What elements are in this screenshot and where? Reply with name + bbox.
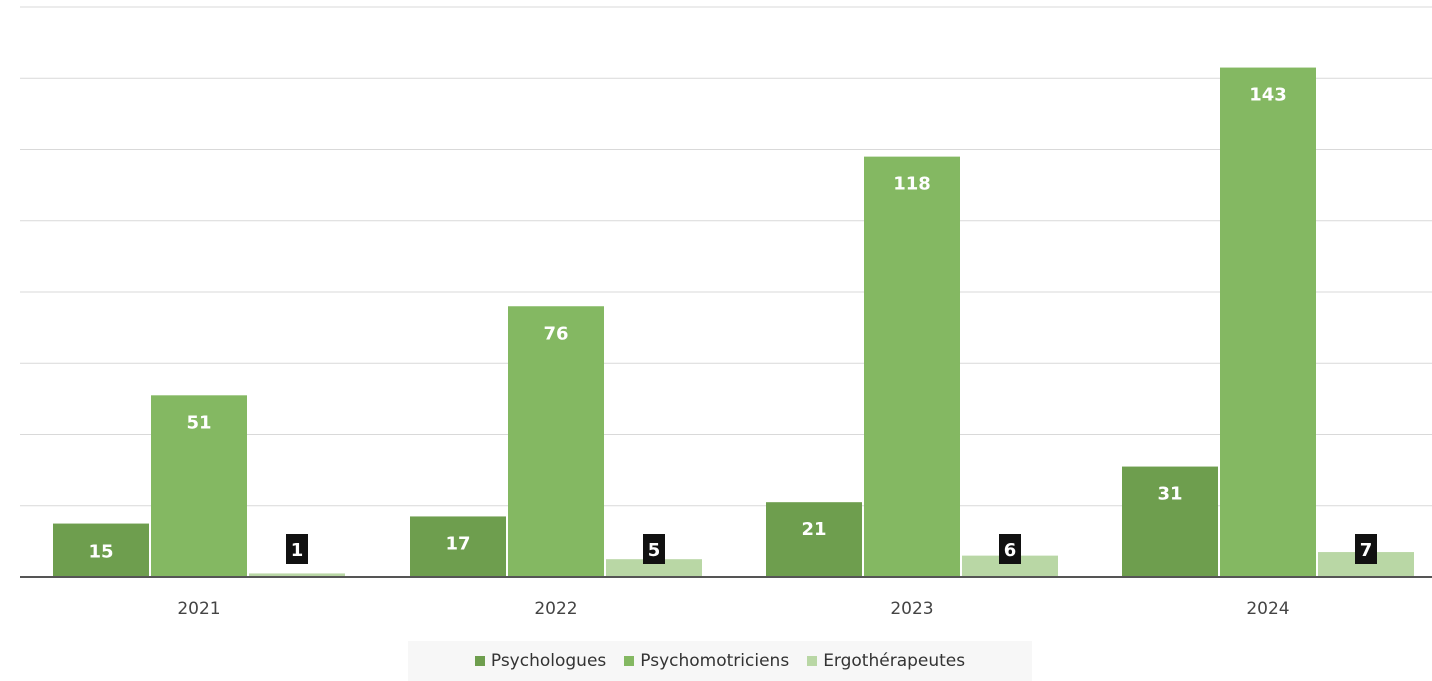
data-label: 143: [1249, 85, 1287, 106]
data-label: 17: [445, 533, 470, 554]
x-tick-label: 2023: [890, 599, 933, 619]
legend-swatch-psychomotriciens: [624, 656, 635, 666]
bar-chart: 15 51 1 17 76 5 21 118 6 31 143 7 2021 2022 2023 2024: [20, 6, 1432, 619]
x-tick-label: 2022: [534, 599, 577, 619]
bar-psychologues-2022: [410, 516, 506, 577]
data-label: 21: [801, 519, 826, 540]
legend-swatch-ergotherapeutes: [807, 656, 818, 666]
bar-psychomotriciens-2023: [864, 156, 960, 577]
data-label: 15: [88, 541, 113, 562]
bar-psychologues-2021: [53, 523, 149, 577]
data-label-box: [286, 534, 308, 564]
data-label: 1: [291, 540, 304, 561]
data-label-box: [999, 534, 1021, 564]
data-label: 76: [543, 323, 568, 344]
bar-ergothérapeutes-2021: [249, 573, 345, 577]
data-label: 7: [1360, 540, 1373, 561]
gridlines: [20, 6, 1432, 507]
data-label: 51: [186, 412, 211, 433]
bar-psychomotriciens-2021: [151, 395, 247, 577]
x-axis-tick-labels: 2021 2022 2023 2024: [177, 599, 1289, 619]
data-label: 31: [1157, 484, 1182, 505]
legend-label-ergotherapeutes: Ergothérapeutes: [823, 651, 966, 671]
bar-psychomotriciens-2022: [508, 306, 604, 577]
data-label: 118: [893, 174, 931, 195]
bar-ergothérapeutes-2023: [962, 555, 1058, 577]
data-label-box: [643, 534, 665, 564]
legend-item-psychologues: Psychologues: [474, 651, 607, 671]
bar-ergothérapeutes-2022: [606, 559, 702, 577]
bar-psychologues-2024: [1122, 466, 1218, 577]
legend-swatch-psychologues: [474, 656, 485, 666]
legend: Psychologues Psychomotriciens Ergothérap…: [408, 641, 1032, 681]
data-label-box: [1355, 534, 1377, 564]
data-label: 5: [648, 540, 661, 561]
x-tick-label: 2024: [1246, 599, 1289, 619]
legend-label-psychomotriciens: Psychomotriciens: [640, 651, 790, 671]
legend-item-psychomotriciens: Psychomotriciens: [624, 651, 789, 671]
bar-psychomotriciens-2024: [1220, 67, 1316, 577]
legend-label-psychologues: Psychologues: [490, 651, 607, 671]
x-tick-label: 2021: [177, 599, 220, 619]
bar-psychologues-2023: [766, 502, 862, 577]
bars: 15 51 1 17 76 5 21 118 6 31 143 7: [53, 67, 1414, 577]
data-label: 6: [1004, 540, 1017, 561]
legend-item-ergotherapeutes: Ergothérapeutes: [807, 651, 965, 671]
